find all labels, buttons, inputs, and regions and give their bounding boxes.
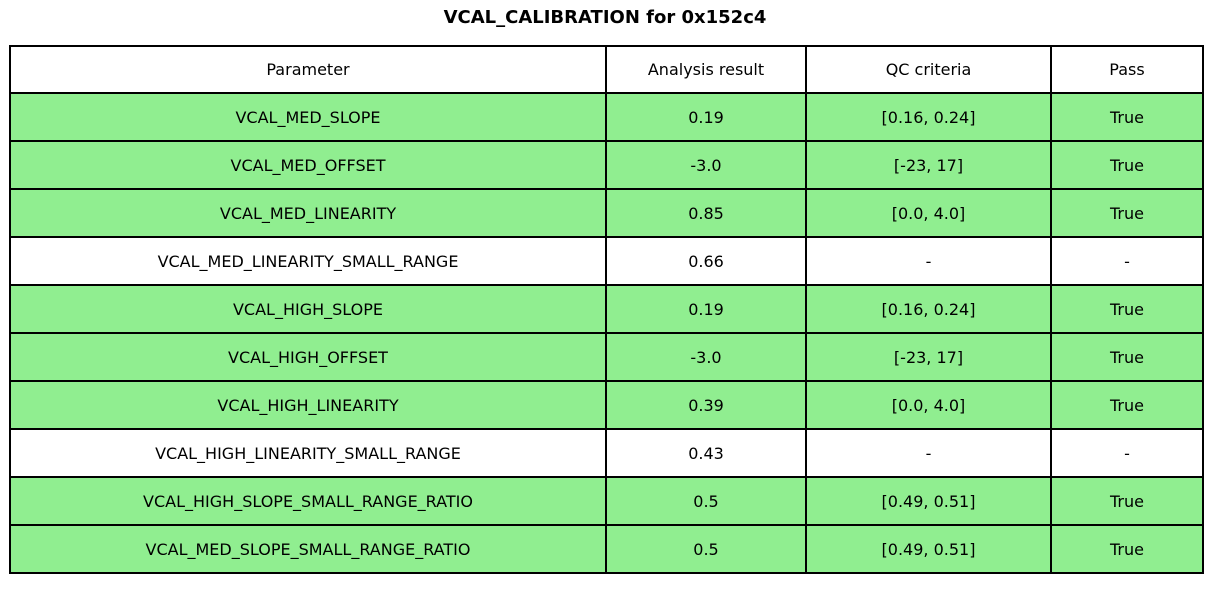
result-cell: 0.85 (605, 188, 807, 238)
result-cell: 0.39 (605, 380, 807, 430)
criteria-cell: - (805, 236, 1052, 286)
result-cell: 0.5 (605, 524, 807, 574)
table-row: VCAL_MED_OFFSET -3.0 [-23, 17] True (9, 140, 1204, 190)
criteria-cell: - (805, 428, 1052, 478)
parameter-cell: VCAL_HIGH_LINEARITY (9, 380, 607, 430)
parameter-cell: VCAL_HIGH_OFFSET (9, 332, 607, 382)
pass-cell: True (1050, 92, 1204, 142)
table-row: VCAL_HIGH_SLOPE_SMALL_RANGE_RATIO 0.5 [0.4… (9, 476, 1204, 526)
chart-title: VCAL_CALIBRATION for 0x152c4 (443, 7, 767, 28)
parameter-cell: VCAL_HIGH_SLOPE_SMALL_RANGE_RATIO (9, 476, 607, 526)
parameter-cell: VCAL_MED_OFFSET (9, 140, 607, 190)
column-header-qc-criteria: QC criteria (805, 45, 1052, 94)
column-header-pass: Pass (1050, 45, 1204, 94)
criteria-cell: [-23, 17] (805, 140, 1052, 190)
pass-cell: True (1050, 524, 1204, 574)
parameter-cell: VCAL_MED_LINEARITY_SMALL_RANGE (9, 236, 607, 286)
table-row: VCAL_HIGH_LINEARITY 0.39 [0.0, 4.0] True (9, 380, 1204, 430)
criteria-cell: [-23, 17] (805, 332, 1052, 382)
calibration-table: Parameter Analysis result QC criteria Pa… (9, 45, 1204, 574)
pass-cell: True (1050, 476, 1204, 526)
result-cell: 0.66 (605, 236, 807, 286)
pass-cell: True (1050, 332, 1204, 382)
column-header-parameter: Parameter (9, 45, 607, 94)
parameter-cell: VCAL_HIGH_SLOPE (9, 284, 607, 334)
pass-cell: True (1050, 380, 1204, 430)
criteria-cell: [0.16, 0.24] (805, 284, 1052, 334)
criteria-cell: [0.49, 0.51] (805, 476, 1052, 526)
criteria-cell: [0.0, 4.0] (805, 380, 1052, 430)
parameter-cell: VCAL_HIGH_LINEARITY_SMALL_RANGE (9, 428, 607, 478)
criteria-cell: [0.16, 0.24] (805, 92, 1052, 142)
column-header-analysis-result: Analysis result (605, 45, 807, 94)
parameter-cell: VCAL_MED_LINEARITY (9, 188, 607, 238)
pass-cell: True (1050, 284, 1204, 334)
parameter-cell: VCAL_MED_SLOPE_SMALL_RANGE_RATIO (9, 524, 607, 574)
result-cell: 0.19 (605, 92, 807, 142)
table-row: VCAL_HIGH_LINEARITY_SMALL_RANGE 0.43- - (9, 428, 1204, 478)
parameter-cell: VCAL_MED_SLOPE (9, 92, 607, 142)
result-cell: 0.19 (605, 284, 807, 334)
criteria-cell: [0.0, 4.0] (805, 188, 1052, 238)
pass-cell: True (1050, 140, 1204, 190)
table-row: VCAL_HIGH_OFFSET -3.0 [-23, 17] True (9, 332, 1204, 382)
table-row: VCAL_MED_LINEARITY_SMALL_RANGE 0.66- - (9, 236, 1204, 286)
table-row: VCAL_MED_LINEARITY 0.85 [0.0, 4.0] True (9, 188, 1204, 238)
table-row: VCAL_MED_SLOPE 0.19 [0.16, 0.24] True (9, 92, 1204, 142)
pass-cell: - (1050, 236, 1204, 286)
table-row: VCAL_MED_SLOPE_SMALL_RANGE_RATIO 0.5 [0.49… (9, 524, 1204, 574)
result-cell: 0.5 (605, 476, 807, 526)
result-cell: -3.0 (605, 332, 807, 382)
result-cell: 0.43 (605, 428, 807, 478)
table-row: VCAL_HIGH_SLOPE 0.19 [0.16, 0.24] True (9, 284, 1204, 334)
result-cell: -3.0 (605, 140, 807, 190)
pass-cell: - (1050, 428, 1204, 478)
criteria-cell: [0.49, 0.51] (805, 524, 1052, 574)
header-row: Parameter Analysis result QC criteria Pa… (9, 45, 1204, 94)
pass-cell: True (1050, 188, 1204, 238)
